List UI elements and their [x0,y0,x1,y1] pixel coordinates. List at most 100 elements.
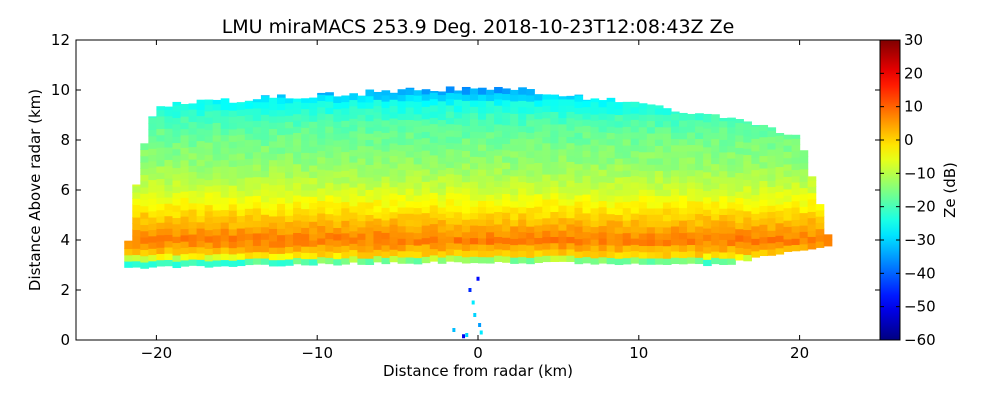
echo-cell [148,116,157,118]
echo-cell [494,242,503,250]
echo-cell [574,94,584,102]
echo-cell [767,186,777,194]
echo-cell [558,148,568,156]
echo-cell [212,147,222,155]
echo-cell [502,162,511,170]
echo-cell [333,202,342,210]
echo-cell [662,233,672,240]
echo-cell [277,115,286,123]
echo-cell [357,170,367,178]
echo-cell [703,127,712,135]
echo-cell [687,219,696,227]
echo-cell [212,241,222,248]
echo-cell [759,136,769,144]
echo-cell [687,244,696,252]
echo-cell [204,217,214,224]
echo-column [445,86,455,262]
echo-cell [574,138,584,146]
echo-cell [799,225,809,232]
echo-cell [759,205,769,213]
echo-cell [277,147,286,154]
echo-cell [622,176,632,184]
echo-cell [502,143,511,151]
echo-cell [140,236,149,244]
echo-cell [751,175,760,183]
echo-cell [309,202,318,210]
echo-cell [510,207,519,214]
echo-cell [453,136,463,144]
echo-cell [735,222,744,230]
scatter-point [478,323,482,327]
echo-cell [461,94,471,102]
echo-cell [646,132,656,140]
echo-cell [236,202,246,210]
echo-cell [526,244,535,252]
echo-cell [582,156,592,164]
echo-cell [164,109,174,117]
echo-cell [606,213,616,221]
echo-column [558,96,568,262]
echo-cell [502,255,511,263]
echo-cell [357,258,367,265]
echo-cell [445,248,455,256]
echo-cell [453,155,463,163]
echo-cell [445,236,455,243]
echo-cell [413,176,423,184]
echo-cell [252,232,262,240]
echo-cell [574,251,584,258]
echo-cell [469,99,479,107]
echo-cell [196,128,206,135]
echo-column [719,118,728,265]
echo-cell [188,183,198,191]
echo-column [735,119,744,261]
echo-cell [486,131,495,139]
echo-cell [445,148,455,156]
echo-cell [735,166,744,173]
echo-cell [373,99,383,107]
echo-cell [325,207,334,215]
echo-cell [614,139,624,147]
echo-cell [622,107,632,115]
echo-column [622,101,632,265]
echo-cell [486,125,495,133]
echo-cell [148,191,157,199]
echo-cell [469,162,479,170]
echo-cell [445,111,455,118]
echo-cell [260,189,270,197]
echo-cell [236,221,246,229]
echo-cell [574,119,584,127]
echo-cell [285,233,294,241]
echo-cell [204,242,214,249]
echo-column [373,91,383,263]
echo-cell [156,247,166,254]
echo-cell [558,130,568,137]
echo-cell [646,182,656,190]
echo-cell [478,237,487,245]
echo-cell [453,230,463,238]
echo-cell [349,230,358,238]
echo-cell [309,108,318,116]
echo-cell [212,103,222,111]
echo-cell [542,161,551,169]
echo-cell [703,184,712,192]
echo-cell [148,129,157,137]
echo-cell [325,92,334,96]
echo-cell [469,93,479,101]
echo-cell [277,222,286,229]
echo-cell [526,94,535,102]
echo-cell [518,125,527,133]
echo-cell [236,215,246,223]
echo-cell [590,114,600,121]
echo-cell [285,108,294,116]
echo-cell [775,147,785,155]
echo-column [743,121,752,262]
echo-cell [502,193,511,201]
echo-cell [574,157,584,165]
echo-cell [212,122,222,130]
echo-cell [132,229,141,237]
echo-cell [164,128,174,135]
echo-cell [277,253,286,261]
echo-cell [437,256,447,264]
echo-cell [244,108,254,116]
x-tick-label: −10 [301,344,333,362]
